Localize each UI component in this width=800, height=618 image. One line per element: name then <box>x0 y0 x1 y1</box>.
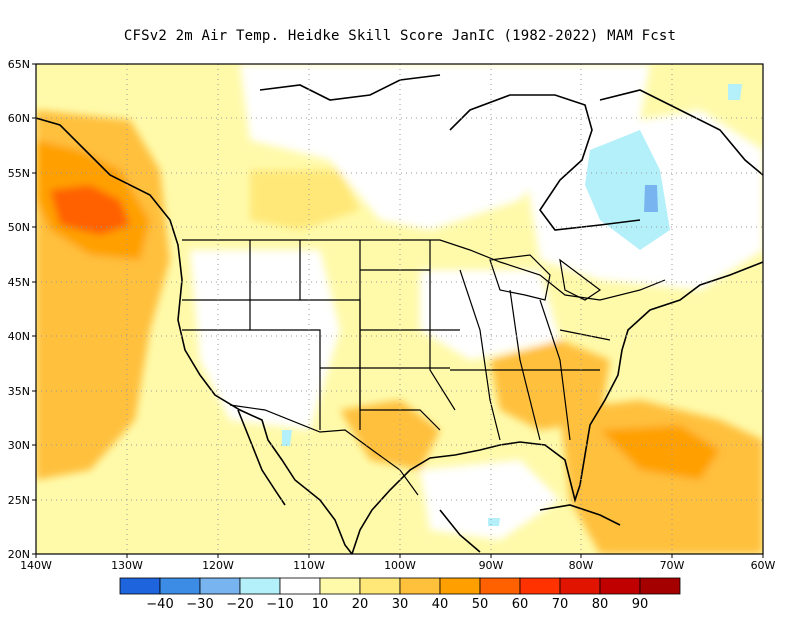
lon-label: 130W <box>111 559 143 572</box>
colorbar-swatch <box>599 577 641 595</box>
colorbar-label: −40 <box>146 597 173 612</box>
colorbar-label: −30 <box>186 597 213 612</box>
cuba-line <box>539 504 621 526</box>
field-cyan-quebec <box>585 130 670 250</box>
gulf-coast-line <box>351 261 763 554</box>
colorbar-label: 80 <box>592 597 609 612</box>
arctic-islands-line <box>259 74 441 101</box>
axis-ticks <box>32 63 764 558</box>
colorbar-swatch <box>359 577 401 595</box>
lat-label: 45N <box>8 276 30 289</box>
lon-label: 140W <box>20 559 52 572</box>
field-white-canada-north <box>240 64 650 230</box>
labrador-coast-line <box>599 89 763 176</box>
field-cyan-gulf <box>488 518 500 526</box>
hudson-bay-line <box>449 94 641 231</box>
colorbar-swatch <box>479 577 521 595</box>
us-canada-border <box>182 239 666 301</box>
lat-label: 35N <box>8 385 30 398</box>
yucatan-line <box>439 509 481 553</box>
great-lakes <box>489 254 602 301</box>
lon-labels: 140W 130W 120W 110W 100W 90W 80W 70W 60W <box>20 559 775 572</box>
field-white-west-us <box>190 250 340 430</box>
state-line-14 <box>559 329 611 341</box>
lon-label: 90W <box>479 559 504 572</box>
lon-label: 70W <box>660 559 685 572</box>
colorbar-swatch <box>119 577 161 595</box>
colorbar-label: 90 <box>632 597 649 612</box>
chart-title: CFSv2 2m Air Temp. Heidke Skill Score Ja… <box>123 28 677 44</box>
lon-label: 120W <box>202 559 234 572</box>
colorbar-label: 50 <box>472 597 489 612</box>
colorbar-swatch <box>399 577 441 595</box>
coastlines <box>36 74 763 554</box>
lat-label: 50N <box>8 221 30 234</box>
lat-labels: 65N 60N 55N 50N 45N 40N 35N 30N 25N 20N <box>8 58 30 561</box>
lon-label: 110W <box>293 559 325 572</box>
colorbar-label: 40 <box>432 597 449 612</box>
colorbar-label: 10 <box>312 597 329 612</box>
colorbar-label: 70 <box>552 597 569 612</box>
colorbar-swatch <box>199 577 241 595</box>
colorbar-label: −10 <box>266 597 293 612</box>
colorbar-swatch <box>519 577 561 595</box>
colorbar-swatch <box>319 577 361 595</box>
field-white-gulf <box>420 460 560 540</box>
political-boundaries <box>182 239 666 496</box>
state-line-13 <box>539 299 571 441</box>
colorbar-swatch <box>239 577 281 595</box>
state-line-11 <box>459 269 501 441</box>
lat-label: 30N <box>8 439 30 452</box>
lat-label: 25N <box>8 494 30 507</box>
west-coast-line <box>36 117 353 554</box>
us-mexico-border <box>229 404 419 496</box>
colorbar-labels: −40 −30 −20 −10 10 20 30 40 50 60 70 80 … <box>146 597 648 612</box>
lat-label: 40N <box>8 330 30 343</box>
colorbar-swatch <box>639 577 681 595</box>
field-red-orange-core <box>50 185 130 235</box>
colorbar-swatch <box>439 577 481 595</box>
colorbar: −40 −30 −20 −10 10 20 30 40 50 60 70 80 … <box>119 577 681 612</box>
colorbar-swatches <box>119 577 681 595</box>
field-orange-canada <box>250 170 360 230</box>
field-deep-orange-atlantic <box>600 425 720 480</box>
lon-label: 60W <box>751 559 776 572</box>
colorbar-swatch <box>159 577 201 595</box>
state-line-3 <box>359 240 441 431</box>
field-orange-texas <box>340 400 440 470</box>
state-line-1 <box>249 240 321 430</box>
lat-label: 60N <box>8 112 30 125</box>
field-blue-quebec <box>644 185 658 212</box>
lat-label: 65N <box>8 58 30 71</box>
colorbar-swatch <box>559 577 601 595</box>
baja-line <box>237 409 286 506</box>
field-cyan-baja <box>282 430 292 446</box>
lon-label: 100W <box>384 559 416 572</box>
colorbar-swatch <box>279 577 321 595</box>
colorbar-label: 60 <box>512 597 529 612</box>
field-white-midwest <box>420 270 560 360</box>
colorbar-label: −20 <box>226 597 253 612</box>
field-orange-southeast <box>490 340 610 430</box>
graticule <box>36 64 763 554</box>
state-line-4 <box>429 240 456 411</box>
colorbar-label: 30 <box>392 597 409 612</box>
lon-label: 80W <box>569 559 594 572</box>
lat-label: 55N <box>8 167 30 180</box>
state-line-12 <box>509 289 541 441</box>
field-cyan-labrador <box>728 84 742 100</box>
lat-label: 20N <box>8 548 30 561</box>
colorbar-label: 20 <box>352 597 369 612</box>
